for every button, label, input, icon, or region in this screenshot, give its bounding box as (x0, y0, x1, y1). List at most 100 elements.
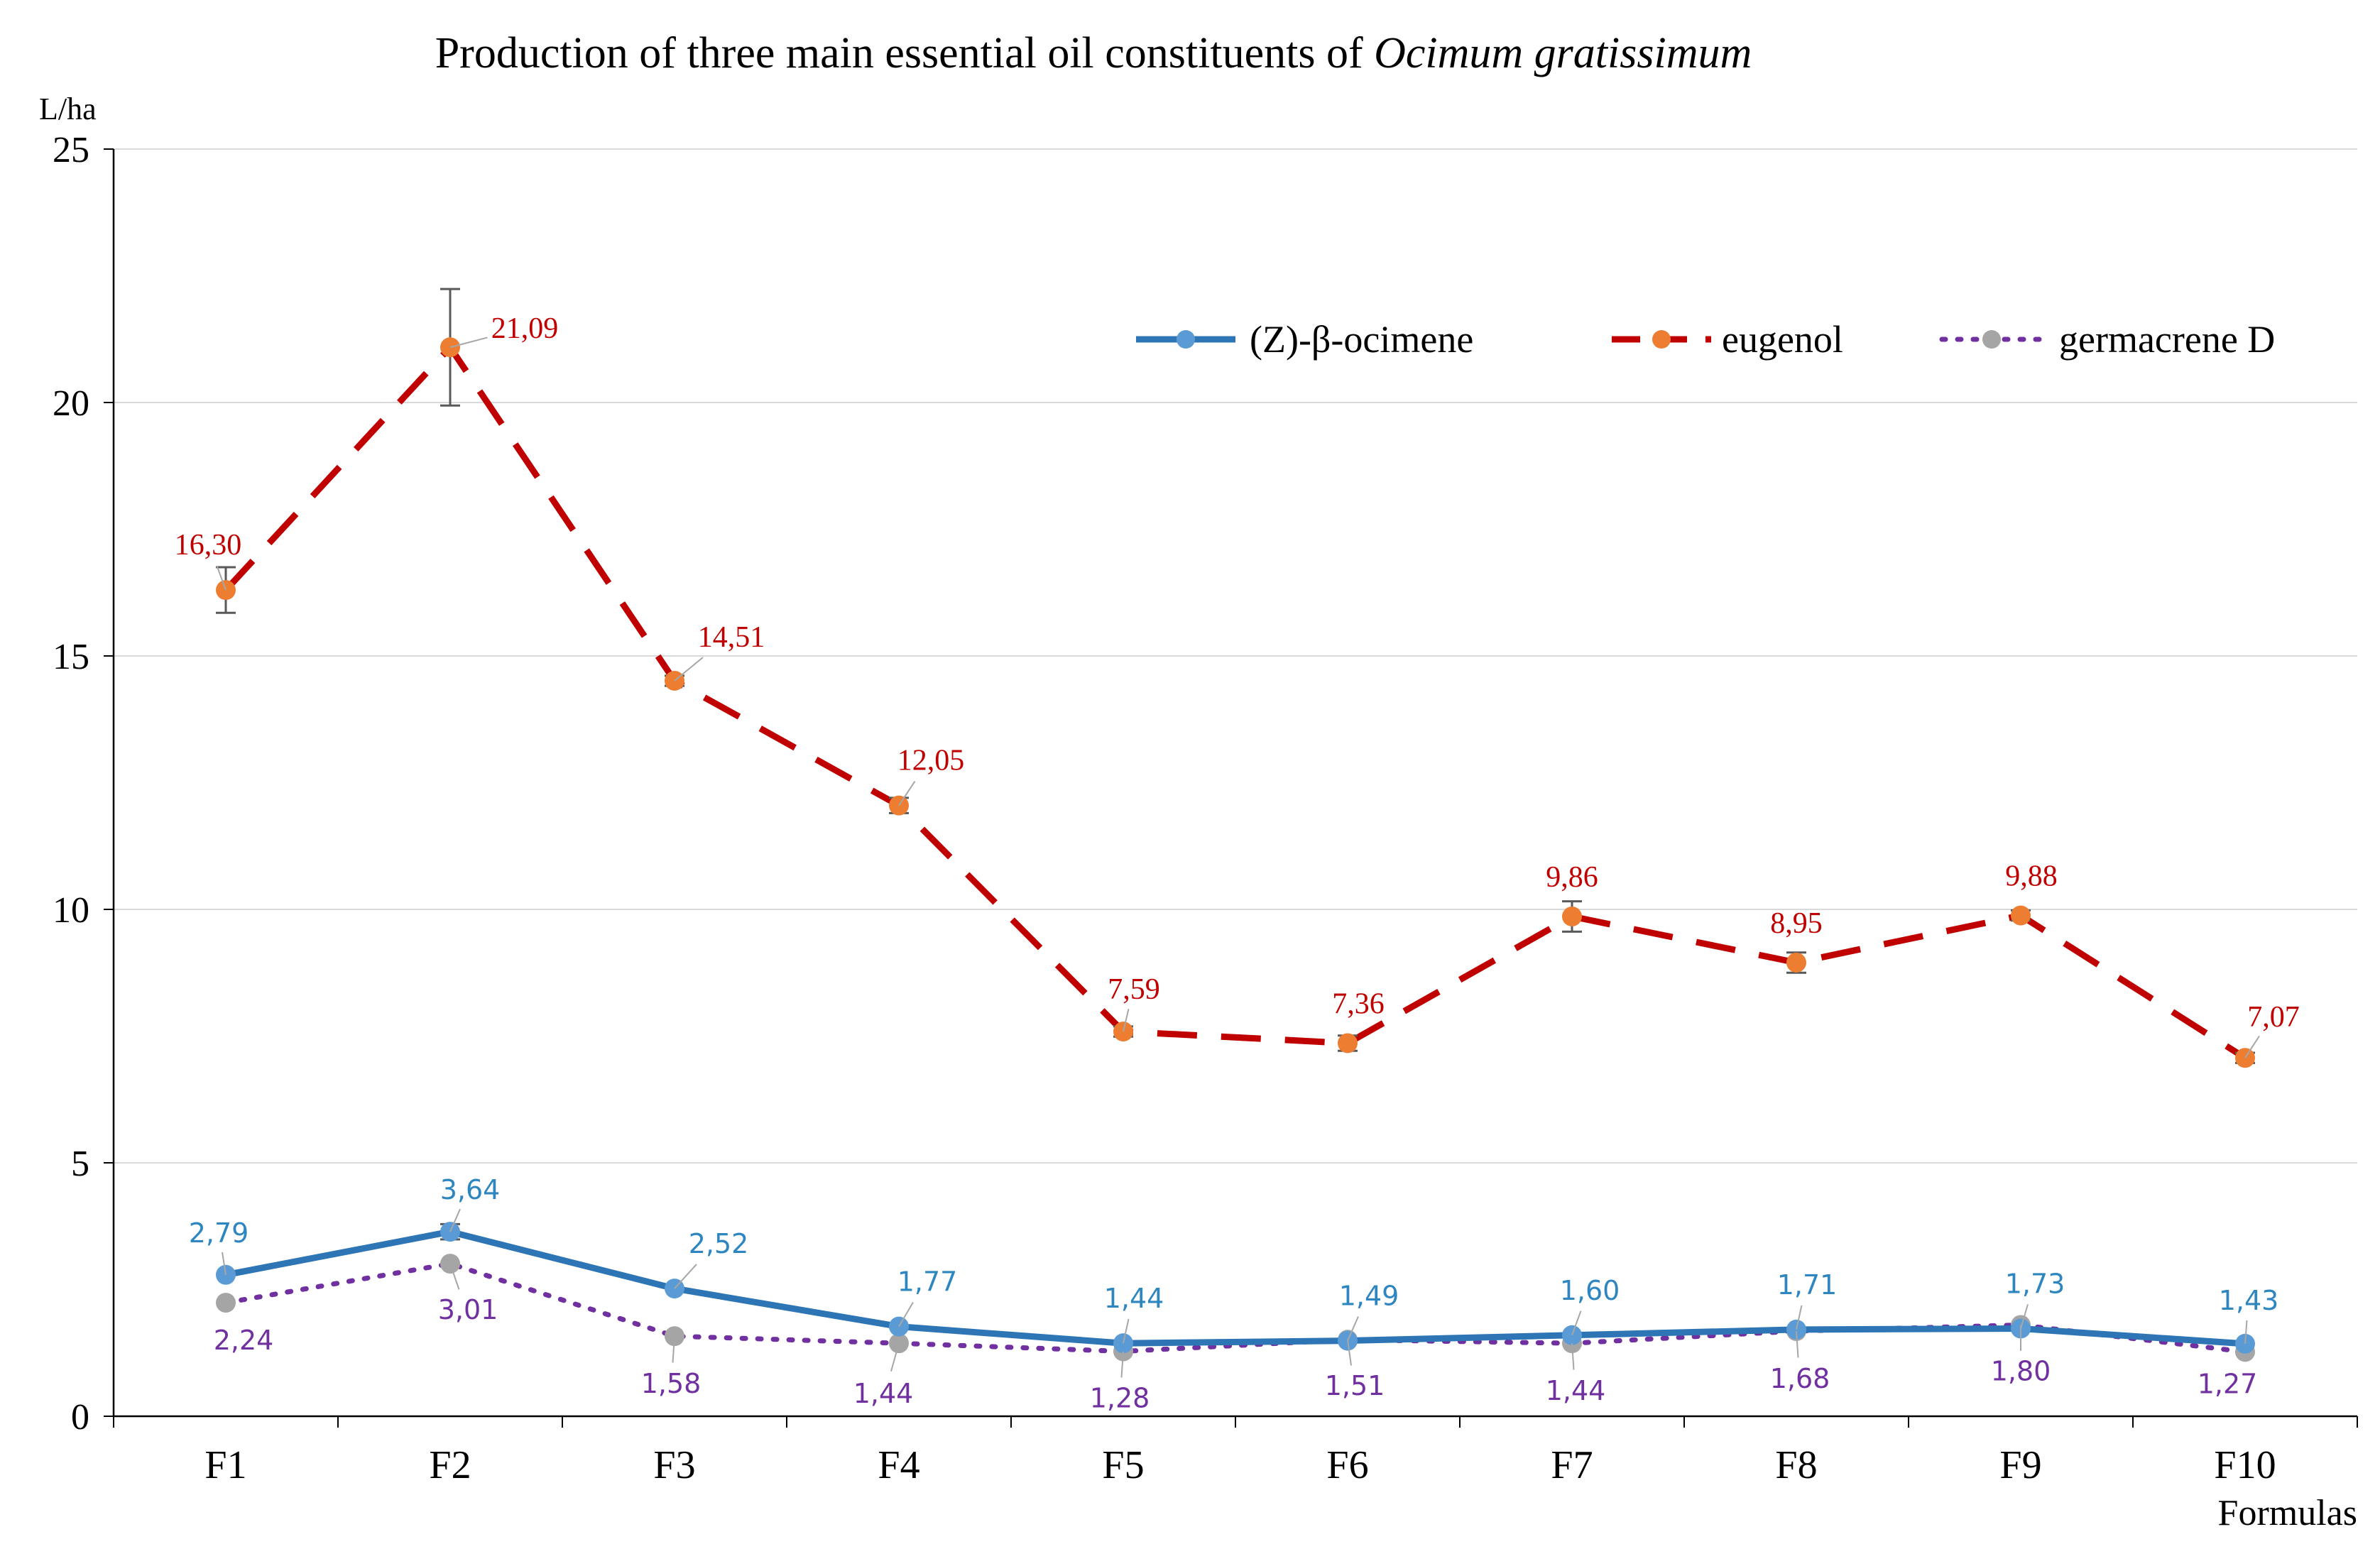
data-label: 9,88 (2005, 860, 2058, 893)
y-tick-label: 15 (53, 637, 89, 677)
leader-line (672, 1336, 675, 1363)
x-tick-label-f10: F10 (2214, 1443, 2276, 1487)
leader-line (674, 657, 704, 682)
y-unit-label: L/ha (39, 92, 97, 126)
data-label: 7,59 (1108, 973, 1160, 1006)
legend-label: eugenol (1722, 318, 1843, 361)
x-tick-label-f1: F1 (204, 1443, 246, 1487)
legend-item-eugenol: eugenol (1612, 318, 1843, 361)
series-germacrene-d (216, 1254, 2255, 1362)
leader-line (216, 565, 226, 591)
series-eugenol (216, 288, 2255, 1068)
data-label: 21,09 (491, 312, 559, 345)
leader-line (222, 1252, 226, 1275)
data-label: 1,49 (1339, 1281, 1399, 1312)
leader-line (898, 1302, 914, 1328)
data-label: 2,79 (189, 1217, 249, 1249)
x-tick-label-f2: F2 (429, 1443, 471, 1487)
leader-line (449, 1208, 461, 1232)
data-label: 1,43 (2219, 1285, 2279, 1316)
leader-line (1571, 1343, 1575, 1370)
y-tick-labels: 0 5 10 15 20 25 (53, 130, 89, 1438)
data-label: 1,68 (1770, 1363, 1830, 1394)
leader-line (1796, 1305, 1803, 1330)
data-label: 3,64 (440, 1174, 501, 1205)
data-label: 1,77 (897, 1266, 958, 1298)
leader-line (898, 780, 916, 806)
leader-line (1347, 1340, 1352, 1366)
legend-label: (Z)-β-ocimene (1250, 318, 1473, 361)
series-line-eugenol (223, 344, 2247, 1061)
x-tick-label-f6: F6 (1326, 1443, 1368, 1487)
leader-line (2020, 1304, 2029, 1329)
data-label: 1,28 (1090, 1383, 1150, 1414)
leader-line (2244, 1320, 2248, 1344)
legend-swatch-marker (1177, 330, 1195, 349)
chart-title: Production of three main essential oil c… (435, 29, 1752, 77)
data-label: 1,44 (1104, 1283, 1164, 1314)
leader-line (449, 336, 488, 349)
data-label: 1,80 (1991, 1355, 2051, 1386)
series-line-germacrene-d (223, 1261, 2248, 1354)
leader-line (449, 1263, 460, 1290)
leader-line (1123, 1008, 1130, 1032)
y-tick-label: 25 (53, 130, 89, 170)
data-label: 16,30 (175, 529, 242, 562)
data-labels: 2,79 3,64 2,52 1,77 1,44 1,49 1,60 1,71 1,73 1,43… (175, 312, 2300, 1413)
leader-line (890, 1342, 900, 1372)
data-point (1786, 952, 1806, 973)
data-label: 14,51 (698, 621, 765, 654)
data-label: 12,05 (897, 745, 965, 777)
leader-line (1120, 1351, 1124, 1378)
x-tick-label-f4: F4 (878, 1443, 919, 1487)
data-label: 1,44 (1546, 1375, 1606, 1406)
data-point (1338, 1033, 1358, 1053)
leader-line (674, 1264, 697, 1289)
data-label: 7,07 (2247, 1001, 2300, 1034)
data-point (1562, 906, 1582, 926)
x-tick-labels: F1 F2 F3 F4 F5 F6 F7 F8 F9 F10 (204, 1443, 2276, 1487)
legend-label: germacrene D (2059, 318, 2275, 361)
data-label: 1,71 (1777, 1269, 1838, 1301)
data-label: 1,51 (1325, 1370, 1385, 1401)
leader-line (1123, 1318, 1130, 1344)
data-point (216, 1293, 236, 1313)
series-layer (216, 288, 2255, 1362)
data-point (2011, 905, 2031, 926)
y-tick-label: 5 (71, 1144, 89, 1184)
leader-line (1796, 1330, 1799, 1358)
x-tick-label-f8: F8 (1775, 1443, 1817, 1487)
legend-item-germacrene-d: germacrene D (1939, 318, 2275, 361)
axes (104, 148, 2358, 1428)
data-label: 1,73 (2005, 1268, 2065, 1299)
legend-swatch-marker (1982, 330, 2001, 349)
x-tick-label-f5: F5 (1102, 1443, 1144, 1487)
legend-item-z-ocimene: (Z)-β-ocimene (1136, 318, 1473, 361)
y-tick-label: 10 (53, 890, 89, 931)
data-label: 1,27 (2198, 1368, 2258, 1399)
leader-line (1571, 1310, 1582, 1336)
x-tick-label-f7: F7 (1551, 1443, 1593, 1487)
legend-swatch-marker (1652, 330, 1671, 349)
y-tick-label: 0 (71, 1397, 89, 1438)
data-label: 3,01 (438, 1294, 498, 1325)
leader-line (1347, 1316, 1359, 1342)
chart-title-italic: Ocimum gratissimum (1374, 29, 1752, 77)
legend: (Z)-β-ocimene eugenol germacrene D (1136, 318, 2275, 361)
data-label: 9,86 (1546, 861, 1598, 894)
data-label: 8,95 (1770, 907, 1823, 940)
data-label: 2,24 (214, 1325, 274, 1356)
data-label: 1,44 (853, 1378, 914, 1409)
data-label: 1,60 (1560, 1275, 1620, 1306)
x-tick-label-f3: F3 (653, 1443, 695, 1487)
series-z-ocimene (216, 1222, 2255, 1354)
leader-line (2244, 1035, 2260, 1058)
series-line-z-ocimene (225, 1228, 2246, 1347)
x-tick-label-f9: F9 (1999, 1443, 2041, 1487)
data-label: 1,58 (641, 1368, 702, 1399)
chart-title-main: Production of three main essential oil c… (435, 29, 1374, 77)
data-label: 2,52 (689, 1228, 749, 1259)
data-label: 7,36 (1332, 987, 1385, 1020)
y-tick-label: 20 (53, 383, 89, 424)
